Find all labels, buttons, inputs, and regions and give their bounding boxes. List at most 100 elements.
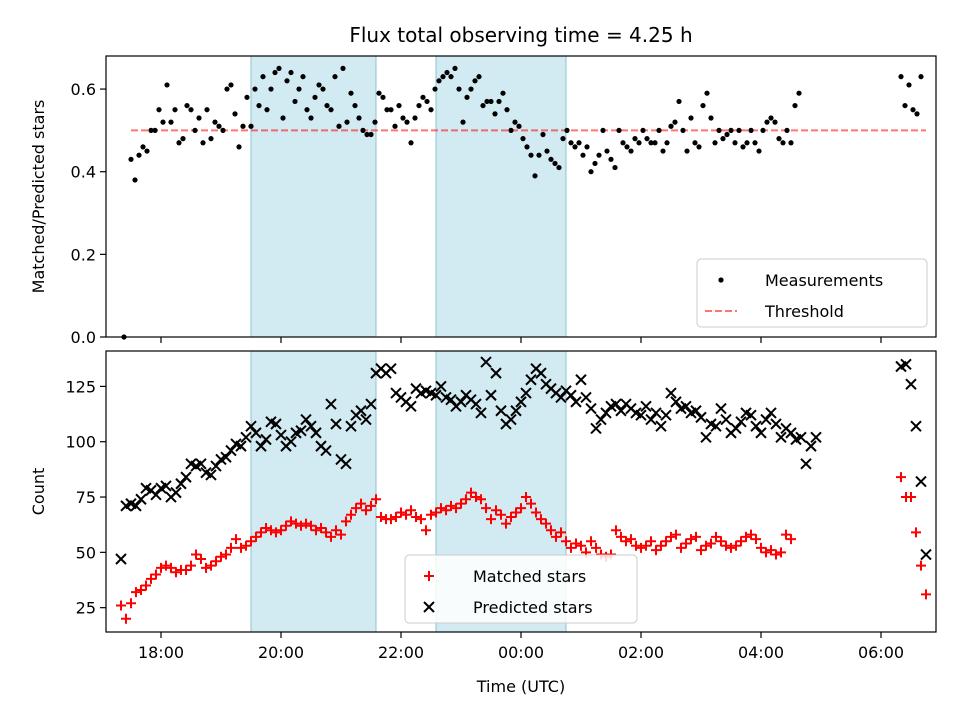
shaded-interval-2 [435, 55, 567, 338]
matched-point [121, 613, 131, 624]
matched-point [691, 531, 701, 542]
matched-point [411, 511, 421, 522]
predicted-point [510, 405, 522, 417]
measurement-point [576, 140, 582, 146]
matched-point [896, 472, 906, 483]
predicted-point [750, 420, 762, 432]
measurement-point [472, 78, 478, 84]
matched-point [761, 547, 771, 558]
predicted-point [910, 420, 922, 432]
measurement-point [672, 119, 678, 125]
measurement-point [784, 127, 790, 133]
measurement-point [540, 131, 546, 138]
matched-point [131, 587, 141, 598]
matched-point [346, 509, 356, 520]
measurement-point [384, 107, 390, 113]
measurement-point [632, 136, 638, 142]
measurement-point [248, 123, 254, 129]
measurement-point [592, 160, 598, 167]
measurement-point [172, 107, 178, 113]
measurement-point [636, 140, 642, 146]
measurement-point [584, 144, 590, 150]
matched-point [756, 542, 766, 553]
measurement-point [408, 140, 414, 146]
measurement-point [176, 140, 182, 146]
measurement-point [228, 82, 234, 88]
matched-point [631, 540, 641, 551]
predicted-point [695, 411, 707, 424]
measurement-point [910, 107, 916, 113]
matched-point [156, 562, 166, 573]
x-tick-label: 00:00 [498, 643, 544, 662]
matched-point [681, 538, 691, 549]
matched-point [696, 545, 706, 556]
predicted-point [175, 478, 187, 490]
legend-label: Predicted stars [473, 598, 593, 617]
matched-point [646, 536, 656, 547]
matched-point [451, 503, 461, 514]
predicted-point [720, 413, 732, 426]
matched-point [786, 534, 796, 545]
predicted-point [180, 471, 192, 483]
measurement-point [624, 144, 630, 150]
measurement-point [668, 123, 674, 129]
predicted-point [115, 553, 127, 565]
measurement-point [300, 74, 306, 80]
predicted-point [715, 402, 727, 415]
predicted-point [285, 436, 297, 448]
measurement-point [404, 119, 410, 125]
matched-point [476, 494, 486, 505]
measurement-point [376, 90, 382, 96]
measurement-point [288, 69, 294, 76]
predicted-point [490, 367, 502, 379]
predicted-point [600, 407, 612, 419]
predicted-point [210, 460, 222, 472]
matched-point [216, 551, 226, 562]
matched-point [361, 505, 371, 516]
matched-point [201, 562, 211, 573]
predicted-point [555, 391, 567, 404]
measurement-point [152, 127, 158, 133]
matched-point [781, 529, 791, 540]
predicted-point [360, 413, 372, 426]
predicted-point [220, 451, 232, 463]
predicted-point [345, 420, 357, 432]
predicted-point [320, 444, 332, 457]
predicted-point [455, 396, 467, 408]
measurement-point [260, 74, 266, 80]
predicted-point [580, 391, 592, 404]
predicted-point [535, 367, 547, 379]
matched-point [236, 542, 246, 553]
measurement-point [188, 107, 194, 113]
measurement-point [208, 136, 214, 142]
matched-point [661, 536, 671, 547]
legend-label: Measurements [765, 271, 883, 290]
measurement-point [344, 119, 350, 125]
measurement-point [328, 107, 334, 113]
matched-point [456, 498, 466, 509]
measurement-point [708, 115, 714, 121]
predicted-point [300, 413, 312, 426]
matched-point [731, 540, 741, 551]
measurement-point [616, 127, 622, 133]
measurement-point [652, 140, 658, 146]
matched-point [766, 545, 776, 556]
matched-point [316, 523, 326, 534]
predicted-point [195, 458, 207, 470]
matched-point [441, 505, 451, 516]
measurement-point [364, 131, 370, 138]
predicted-point [730, 422, 742, 435]
matched-point [246, 536, 256, 547]
legend-label: Threshold [764, 302, 844, 321]
measurement-point [548, 156, 554, 162]
legend: Matched stars Predicted stars [404, 554, 638, 624]
measurement-point [200, 140, 206, 146]
measurement-point [180, 136, 186, 142]
measurement-point [236, 144, 242, 150]
measurement-point [644, 136, 650, 142]
measurement-point [688, 115, 694, 121]
matched-point [301, 518, 311, 529]
measurement-point [464, 94, 470, 100]
predicted-point [275, 429, 287, 441]
measurement-point [220, 127, 226, 133]
